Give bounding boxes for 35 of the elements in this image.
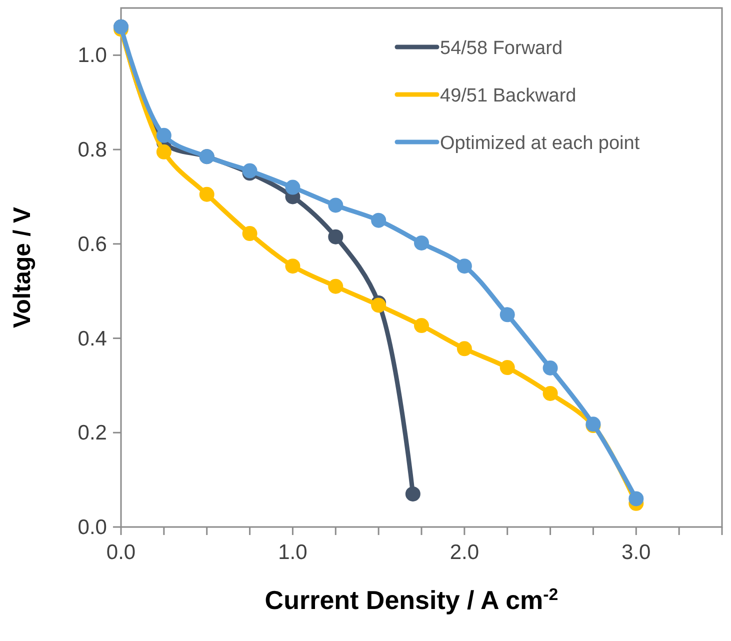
x-tick-label: 2.0 [450,541,480,564]
y-tick-label: 0.6 [78,232,107,256]
x-axis-title: Current Density / A cm$^{-2}$ [264,584,558,615]
point [405,486,420,502]
point [199,186,214,202]
point [371,212,386,228]
y-tick-label: 0.4 [78,327,108,350]
y-tick-label: 0.0 [78,516,107,539]
x-tick-label: 1.0 [278,541,308,564]
y-tick-label: 1.0 [78,44,107,68]
point [456,341,472,356]
point [285,258,300,274]
point [628,491,644,506]
point [414,235,429,250]
point [542,360,558,376]
point [328,278,344,294]
x-tick-label: 3.0 [622,541,651,564]
y-tick-label: 0.8 [78,138,107,162]
point [242,226,258,242]
point [156,128,172,143]
point [500,307,515,322]
point [328,198,344,213]
point [328,229,344,244]
y-tick-label: 0.2 [78,422,107,445]
x-tick-label: 0.0 [106,541,136,564]
point [285,180,300,195]
point [542,386,558,401]
y-axis-title: Voltage / V [9,207,36,328]
point [500,360,515,376]
point [414,318,429,334]
legend-label: 54/58 Forward [440,38,563,59]
legend-label: 49/51 Backward [440,86,576,106]
point [456,258,472,274]
legend-label: Optimized at each point [440,133,640,154]
point [156,144,172,160]
